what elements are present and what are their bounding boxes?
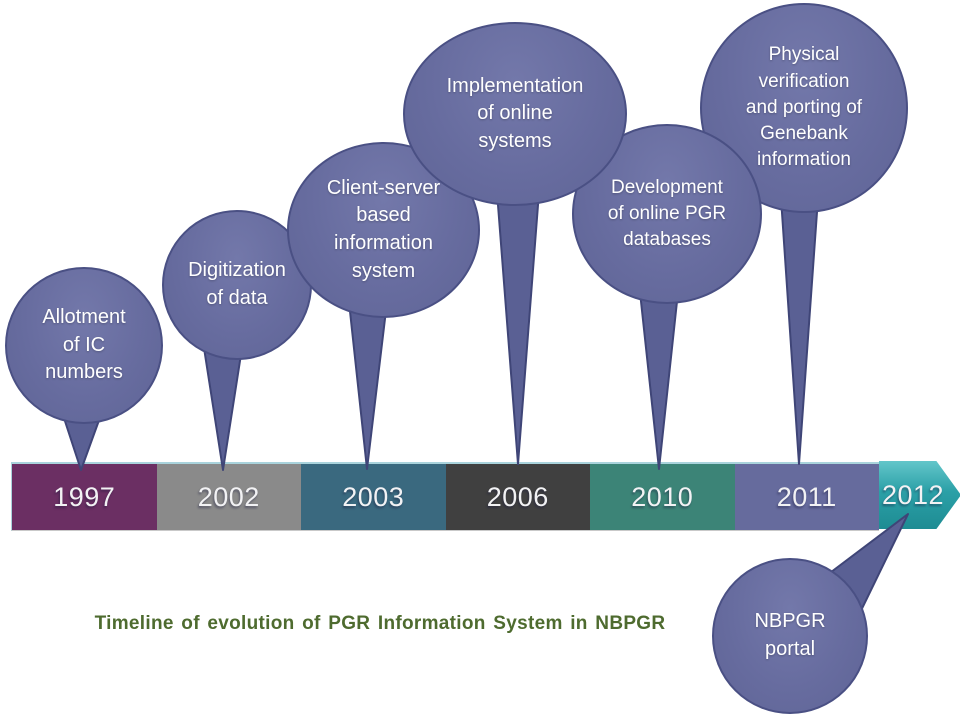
balloon-implementation-online: Implementation of online systems bbox=[403, 22, 627, 206]
year-label: 2011 bbox=[776, 481, 837, 512]
balloon-tail-2011 bbox=[780, 197, 819, 465]
year-label: 2012 bbox=[881, 479, 945, 510]
balloon-label: Allotment of IC numbers bbox=[42, 306, 126, 384]
year-label: 2003 bbox=[342, 481, 405, 512]
balloon-allotment-of-ic-numbers: Allotment of IC numbers bbox=[5, 267, 163, 424]
balloon-label: Client-server based information system bbox=[326, 176, 441, 282]
timeline-segment-2011: 2011 bbox=[734, 464, 879, 530]
diagram-caption: Timeline of evolution of PGR Information… bbox=[94, 613, 666, 634]
timeline-segment-2002: 2002 bbox=[156, 464, 301, 530]
timeline-segment-2010: 2010 bbox=[590, 464, 735, 530]
balloon-label: Physical verification and porting of Gen… bbox=[745, 44, 863, 171]
year-label: 2006 bbox=[486, 481, 549, 512]
balloon-tail-2003 bbox=[348, 301, 388, 470]
balloon-label: Development of online PGR databases bbox=[607, 176, 727, 251]
year-label: 2002 bbox=[197, 481, 260, 512]
timeline-segment-1997: 1997 bbox=[12, 464, 157, 530]
balloon-label: Digitization of data bbox=[188, 259, 286, 309]
balloon-tail-2002 bbox=[203, 347, 243, 471]
timeline-segment-2003: 2003 bbox=[301, 464, 446, 530]
balloon-tail-2006 bbox=[496, 191, 540, 465]
year-label: 2010 bbox=[631, 481, 694, 512]
balloon-nbpgr-portal: NBPGR portal bbox=[712, 558, 868, 714]
balloon-tail-2010 bbox=[639, 291, 679, 470]
timeline-segment-2006: 2006 bbox=[445, 464, 590, 530]
timeline-arrow-2012: 2012 bbox=[879, 461, 960, 529]
timeline-bar: 1997 2002 2003 2006 2010 2011 bbox=[11, 462, 879, 531]
year-label: 1997 bbox=[53, 481, 116, 512]
balloon-label: Implementation of online systems bbox=[446, 74, 584, 152]
balloon-label: NBPGR portal bbox=[754, 610, 826, 660]
